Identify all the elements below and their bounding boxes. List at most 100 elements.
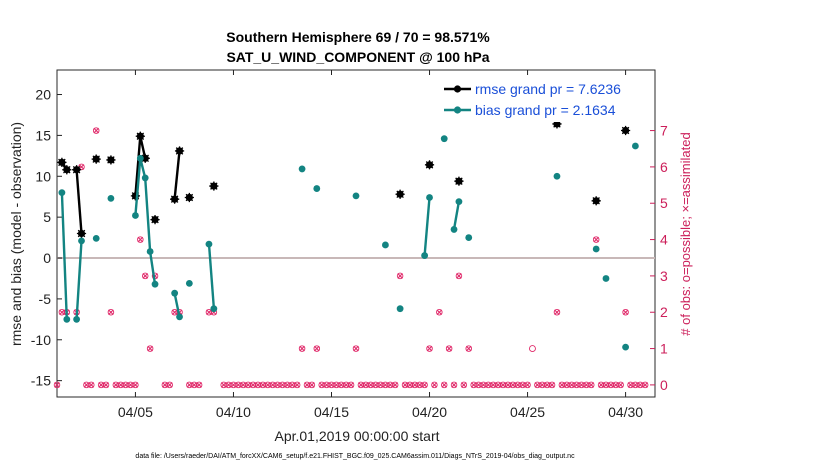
obs-assimilated-cross (407, 382, 413, 388)
rmse-point-star (106, 155, 116, 165)
x-tick-label: 04/25 (510, 404, 545, 420)
obs-assimilated-marker (440, 381, 448, 389)
obs-assimilated-marker (102, 381, 110, 389)
obs-assimilated-cross (480, 382, 487, 388)
obs-assimilated-cross (88, 382, 95, 388)
bias-point (450, 226, 458, 233)
obs-assimilated-cross (377, 382, 384, 388)
obs-assimilated-marker (583, 381, 590, 389)
obs-assimilated-marker (328, 381, 335, 389)
bias-point (210, 305, 218, 313)
obs-assimilated-marker (524, 381, 531, 389)
obs-assimilated-marker (504, 381, 512, 389)
obs-assimilated-marker (460, 381, 468, 389)
obs-assimilated-marker (543, 381, 551, 389)
obs-assimilated-marker (396, 272, 404, 280)
obs-assimilated-marker (480, 381, 487, 389)
rmse-line-segment (173, 150, 181, 200)
obs-assimilated-marker (494, 381, 502, 389)
bias-point (553, 172, 561, 180)
obs-assimilated-cross (637, 382, 644, 388)
y2-tick-label: 1 (660, 341, 668, 357)
obs-assimilated-cross (279, 382, 286, 388)
obs-assimilated-cross (568, 382, 575, 388)
obs-assimilated-marker (445, 345, 453, 352)
obs-assimilated-cross (358, 382, 364, 388)
obs-assimilated-marker (289, 381, 296, 389)
obs-assimilated-cross (465, 345, 472, 352)
obs-assimilated-cross (510, 382, 516, 388)
bias-line-segment (423, 197, 431, 256)
obs-assimilated-marker (382, 381, 389, 389)
obs-assimilated-cross (284, 382, 291, 388)
obs-assimilated-marker (563, 381, 571, 389)
obs-assimilated-marker (637, 381, 644, 389)
obs-assimilated-marker (426, 345, 433, 352)
y2-tick-label: 5 (660, 195, 668, 211)
obs-assimilated-cross (108, 309, 114, 316)
bias-point (602, 275, 610, 282)
obs-assimilated-cross (318, 382, 325, 388)
bias-point (298, 165, 306, 173)
obs-assimilated-marker (387, 381, 394, 389)
obs-assimilated-marker (146, 345, 154, 352)
obs-assimilated-cross (397, 273, 403, 279)
rmse-line-segment (75, 169, 83, 234)
bias-point (78, 237, 85, 245)
x-tick-label: 04/20 (412, 404, 447, 420)
bias-line-segment (173, 292, 181, 318)
obs-assimilated-marker (141, 272, 149, 280)
rmse-point-star (76, 228, 87, 239)
obs-assimilated-marker (352, 345, 360, 352)
obs-assimilated-marker (132, 381, 139, 389)
obs-assimilated-marker (122, 381, 129, 389)
y2-tick-label: 4 (660, 232, 668, 248)
bias-point (176, 313, 183, 321)
obs-assimilated-cross (245, 382, 251, 388)
rmse-point-star (57, 157, 67, 167)
obs-assimilated-cross (554, 309, 560, 316)
obs-assimilated-cross (382, 382, 389, 388)
obs-assimilated-marker (641, 381, 649, 389)
bias-point (205, 240, 213, 248)
x-tick-label: 04/05 (118, 404, 153, 420)
obs-assimilated-cross (608, 382, 614, 388)
obs-assimilated-marker (313, 345, 321, 352)
obs-assimilated-marker (195, 381, 203, 389)
obs-assimilated-marker (632, 381, 639, 389)
bias-point (132, 212, 139, 219)
bias-line-segment (60, 192, 68, 320)
obs-assimilated-cross (240, 382, 247, 388)
bias-point (151, 280, 159, 288)
obs-assimilated-marker (553, 308, 561, 316)
obs-assimilated-marker (53, 381, 61, 389)
rmse-point-star (552, 119, 562, 129)
bias-point (185, 279, 193, 287)
obs-assimilated-cross (93, 127, 100, 134)
obs-assimilated-marker (127, 381, 134, 389)
rmse-point-star (209, 181, 219, 191)
rmse-point-star (454, 176, 464, 186)
obs-assimilated-cross (103, 382, 109, 388)
obs-assimilated-cross (461, 382, 467, 388)
obs-assimilated-cross (206, 309, 212, 316)
bias-point (63, 315, 71, 323)
bias-line-segment (75, 240, 83, 320)
obs-assimilated-cross (171, 309, 178, 316)
obs-assimilated-marker (573, 381, 580, 389)
obs-assimilated-cross (446, 345, 452, 352)
bias-point (146, 248, 154, 255)
axis-ticks: -15 -10 -5 0 5 10 15 20 0 1 2 3 4 5 6 7 04/05 04/10 04/15 0… (31, 70, 668, 420)
obs-assimilated-cross (328, 382, 335, 388)
obs-assimilated-marker (293, 381, 301, 389)
obs-assimilated-cross (289, 382, 296, 388)
obs-assimilated-marker (416, 381, 423, 389)
obs-assimilated-marker (475, 381, 482, 389)
bias-point (455, 198, 463, 206)
y-tick-label: 15 (35, 127, 51, 143)
obs-assimilated-cross (220, 382, 227, 388)
obs-assimilated-cross (524, 382, 531, 388)
bias-line-segment (452, 201, 461, 230)
obs-assimilated-cross (593, 236, 599, 243)
legend: rmse grand pr = 7.6236 bias grand pr = 2… (440, 78, 650, 122)
